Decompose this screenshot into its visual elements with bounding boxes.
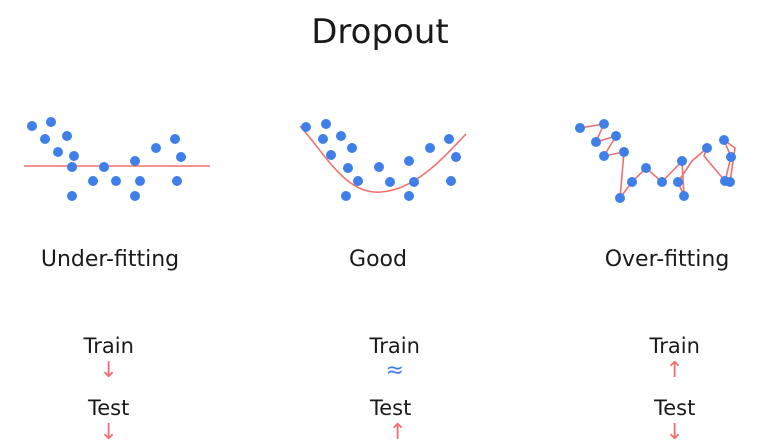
train-metric-underfitting: Train ↓ [2, 310, 202, 383]
test-label: Test [88, 396, 130, 420]
test-metric-good: Test ↑ [284, 372, 484, 445]
data-points [27, 117, 186, 201]
train-label: Train [649, 334, 700, 358]
goodfit-plot [299, 119, 467, 201]
up-arrow-icon: ↑ [665, 358, 684, 383]
down-arrow-icon: ↓ [99, 358, 118, 383]
fit-curve [299, 125, 467, 193]
up-arrow-icon: ↑ [388, 420, 407, 445]
panel-label-overfitting: Over-fitting [604, 247, 730, 272]
fit-zigzag [579, 123, 736, 199]
data-points [575, 119, 736, 203]
data-points [301, 119, 461, 201]
train-metric-good: Train ≈ [288, 310, 488, 383]
test-label: Test [370, 396, 412, 420]
panel-label-good: Good [349, 247, 407, 272]
diagram-title: Dropout [311, 12, 449, 52]
train-label: Train [369, 334, 420, 358]
test-metric-overfitting: Test ↓ [568, 372, 760, 445]
down-arrow-icon: ↓ [665, 420, 684, 445]
panel-label-underfitting: Under-fitting [40, 247, 180, 272]
train-metric-overfitting: Train ↑ [568, 310, 760, 383]
test-metric-underfitting: Test ↓ [2, 372, 202, 445]
approx-icon: ≈ [385, 358, 404, 383]
overfitting-plot [575, 119, 736, 203]
train-label: Train [83, 334, 134, 358]
down-arrow-icon: ↓ [99, 420, 118, 445]
underfitting-plot [24, 117, 210, 201]
test-label: Test [654, 396, 696, 420]
